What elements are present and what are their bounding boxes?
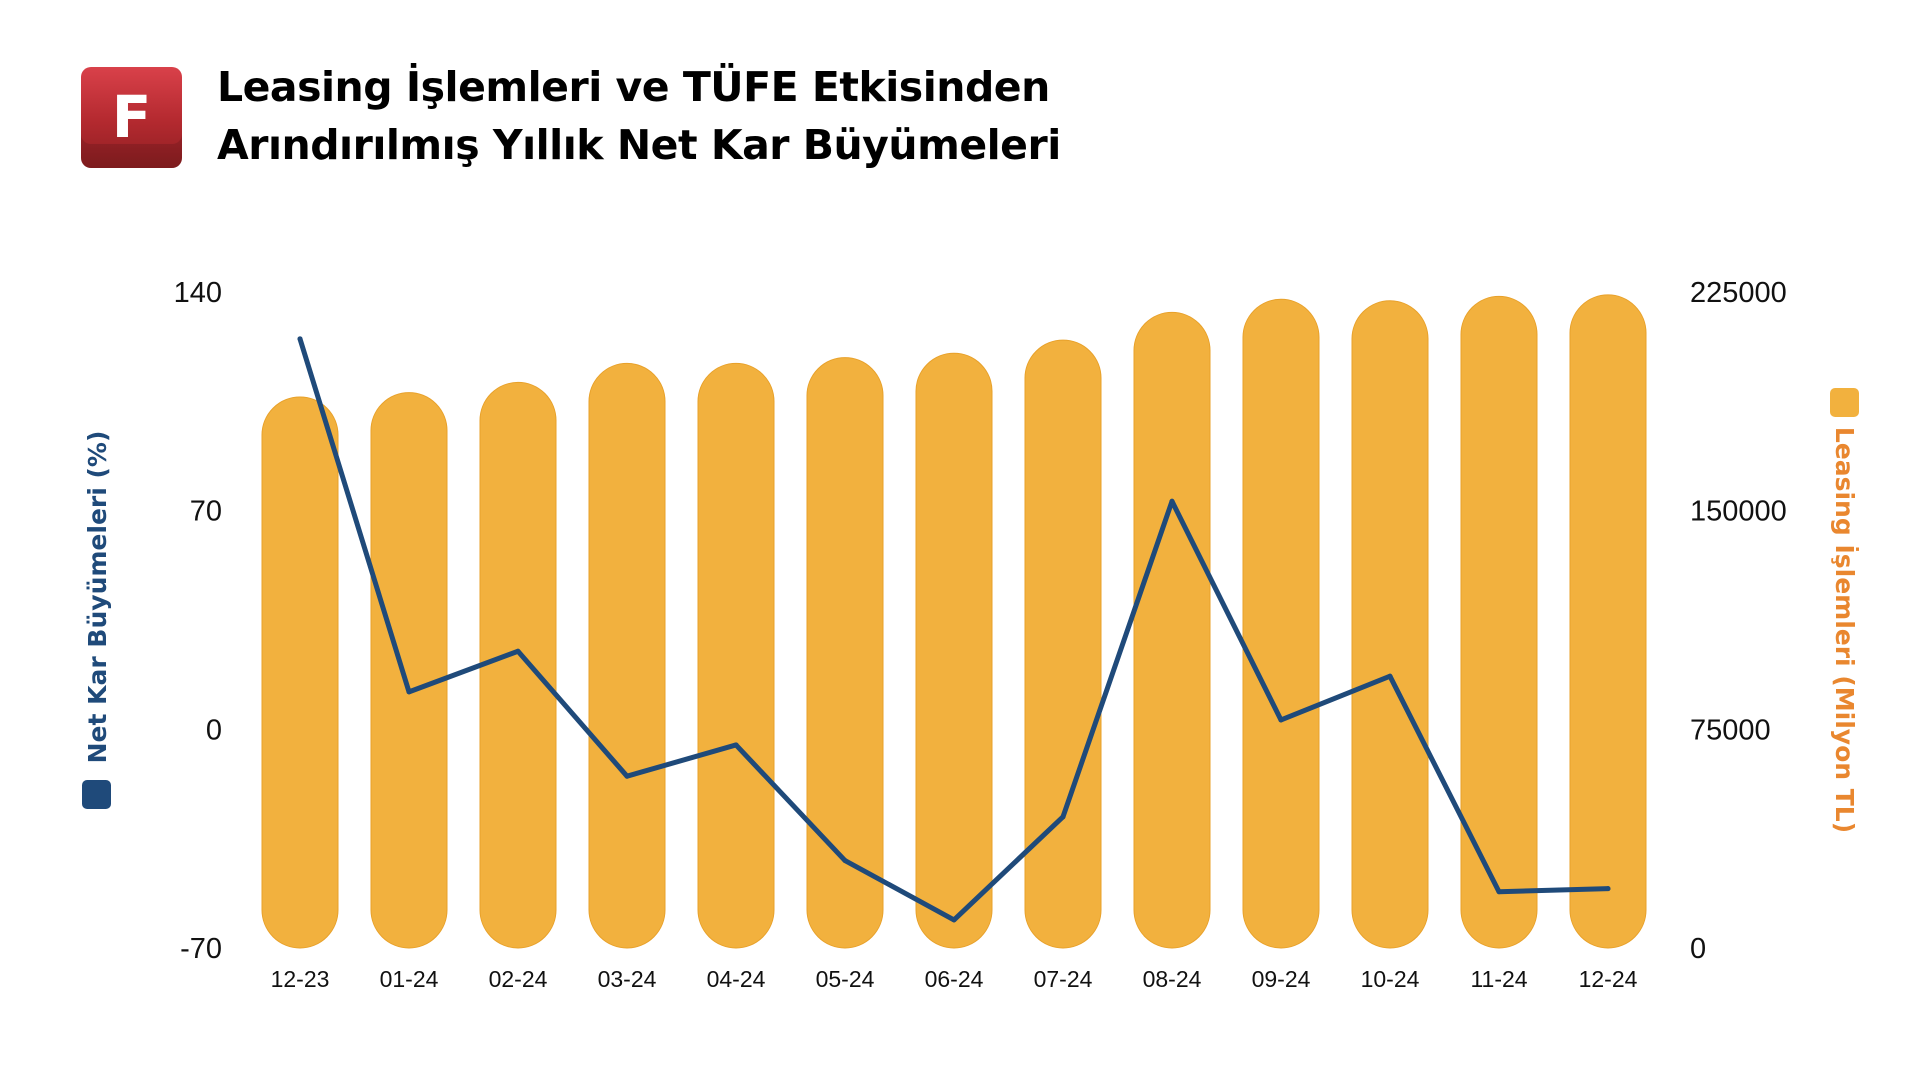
x-tick-label: 11-24 <box>1470 966 1527 992</box>
right-tick-label: 75000 <box>1690 714 1771 746</box>
line-point-09-24 <box>1278 717 1284 723</box>
x-tick-label: 10-24 <box>1361 966 1420 992</box>
bars-layer <box>261 294 1647 949</box>
x-axis-ticks: 12-23 01-24 02-24 03-24 04-24 05-24 06-24 07-24… <box>271 966 1638 992</box>
left-tick-label: 0 <box>206 714 222 746</box>
right-tick-label: 0 <box>1690 933 1706 965</box>
bar-11-24 <box>1460 295 1538 949</box>
bar-12-24 <box>1569 294 1647 949</box>
left-axis-ticks: 140 70 0 -70 <box>174 277 222 965</box>
line-point-03-24 <box>624 773 630 779</box>
x-tick-label: 02-24 <box>489 966 548 992</box>
bar-03-24 <box>588 362 666 949</box>
x-tick-label: 09-24 <box>1252 966 1311 992</box>
x-tick-label: 01-24 <box>380 966 439 992</box>
left-legend-swatch <box>82 780 111 809</box>
right-axis-ticks: 225000 150000 75000 0 <box>1690 277 1787 965</box>
x-tick-label: 07-24 <box>1034 966 1093 992</box>
right-axis-title: Leasing İşlemleri (Milyon TL) <box>1830 427 1860 833</box>
bar-05-24 <box>806 357 884 949</box>
bar-01-24 <box>370 392 448 949</box>
bar-04-24 <box>697 362 775 949</box>
bar-02-24 <box>479 381 557 949</box>
bar-09-24 <box>1242 298 1320 949</box>
right-legend-swatch <box>1830 388 1859 417</box>
left-tick-label: 70 <box>190 496 222 528</box>
line-point-10-24 <box>1387 673 1393 679</box>
x-tick-label: 04-24 <box>707 966 766 992</box>
x-tick-label: 12-24 <box>1579 966 1638 992</box>
line-point-04-24 <box>733 742 739 748</box>
bar-06-24 <box>915 352 993 949</box>
bar-08-24 <box>1133 311 1211 949</box>
bar-07-24 <box>1024 339 1102 949</box>
x-tick-label: 03-24 <box>598 966 657 992</box>
left-tick-label: 140 <box>174 277 222 309</box>
x-tick-label: 08-24 <box>1143 966 1202 992</box>
line-layer <box>297 336 1611 923</box>
x-tick-label: 05-24 <box>816 966 875 992</box>
line-point-05-24 <box>842 858 848 864</box>
left-axis-title: Net Kar Büyümeleri (%) <box>83 431 112 764</box>
chart-title-line-2: Arındırılmış Yıllık Net Kar Büyümeleri <box>217 121 1061 169</box>
x-tick-label: 06-24 <box>925 966 984 992</box>
right-tick-label: 225000 <box>1690 277 1787 309</box>
bar-10-24 <box>1351 300 1429 949</box>
line-point-11-24 <box>1496 889 1502 895</box>
x-tick-label: 12-23 <box>271 966 330 992</box>
logo-letter: F <box>111 82 152 151</box>
axis-titles: Net Kar Büyümeleri (%) Leasing İşlemleri … <box>82 388 1860 833</box>
line-point-06-24 <box>951 917 957 923</box>
bar-12-23 <box>261 396 339 949</box>
line-point-01-24 <box>406 689 412 695</box>
line-point-08-24 <box>1169 498 1175 504</box>
line-point-07-24 <box>1060 814 1066 820</box>
chart-title: Leasing İşlemleri ve TÜFE Etkisinden Arı… <box>217 58 1117 174</box>
left-tick-label: -70 <box>180 933 222 965</box>
chart-title-line-1: Leasing İşlemleri ve TÜFE Etkisinden <box>217 63 1050 111</box>
line-point-02-24 <box>515 648 521 654</box>
line-point-12-23 <box>297 336 303 342</box>
right-tick-label: 150000 <box>1690 496 1787 528</box>
brand-logo-icon: F <box>81 67 182 168</box>
line-point-12-24 <box>1605 886 1611 892</box>
